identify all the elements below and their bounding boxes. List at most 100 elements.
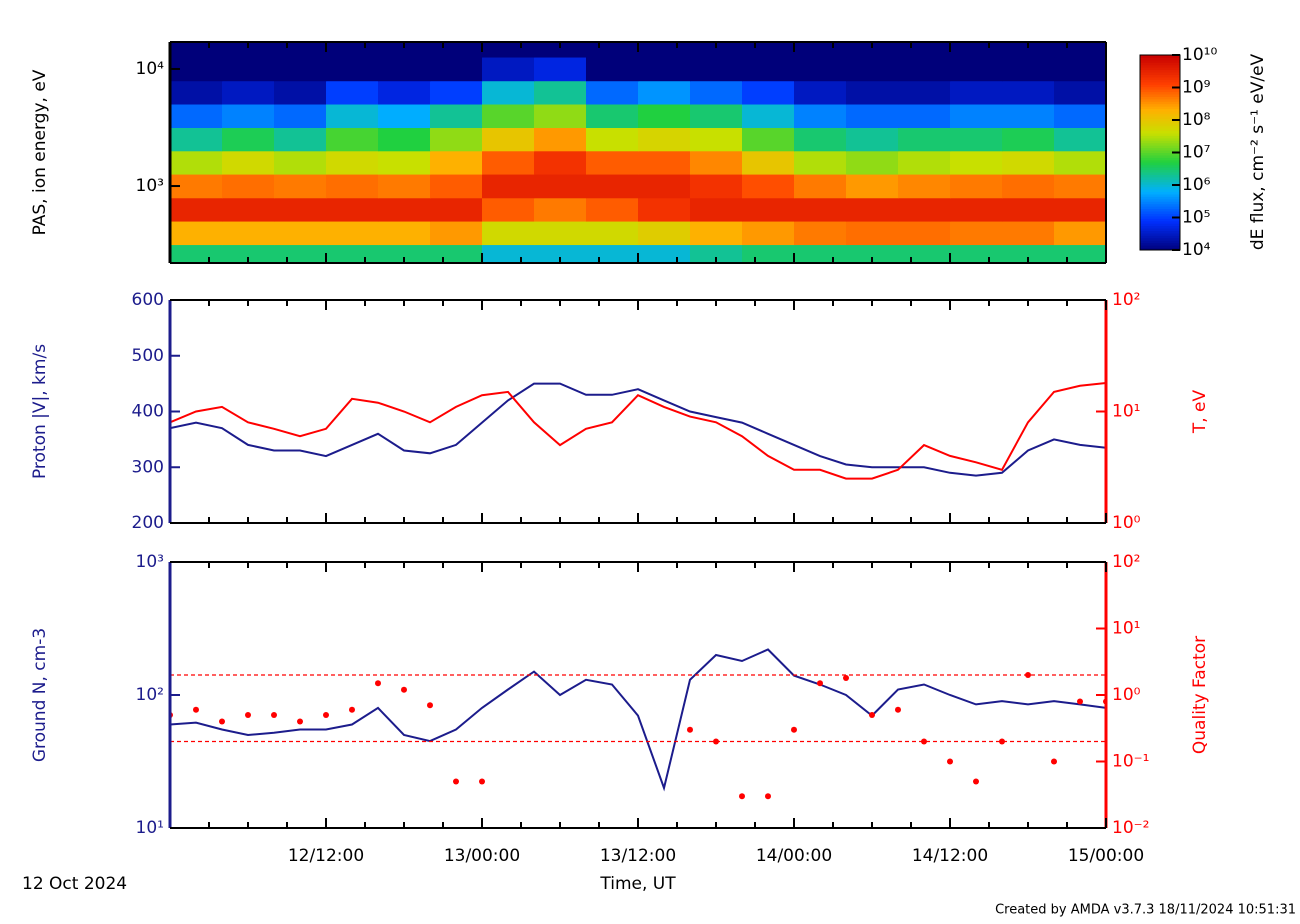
heatmap-cell [326, 197, 379, 222]
colorbar-segment [1140, 147, 1180, 151]
y-tick-label: 10⁰ [1112, 513, 1141, 533]
heatmap-cell [534, 127, 587, 152]
heatmap-cell [222, 80, 275, 105]
heatmap-cell [274, 174, 327, 199]
heatmap-cell [690, 80, 743, 105]
heatmap-cell [898, 221, 951, 246]
y-tick-label: 400 [132, 402, 164, 422]
heatmap-cell [326, 244, 379, 263]
colorbar-segment [1140, 164, 1180, 168]
heatmap-cell [430, 244, 483, 263]
heatmap-cell [378, 197, 431, 222]
colorbar-segment [1140, 150, 1180, 153]
heatmap-cell [638, 150, 691, 175]
colorbar-segment [1140, 232, 1180, 236]
heatmap-cell [586, 80, 639, 105]
heatmap-cell [326, 57, 379, 82]
colorbar-segment [1140, 142, 1180, 146]
heatmap-cell [898, 57, 951, 82]
heatmap-cell [534, 104, 587, 129]
y-tick-label: 10⁴ [136, 59, 165, 79]
colorbar-label: dE flux, cm⁻² s⁻¹ eV/eV [1248, 53, 1268, 250]
heatmap-cell [170, 127, 223, 152]
colorbar-segment [1140, 152, 1180, 156]
x-tick-label: 14/00:00 [756, 846, 832, 866]
colorbar-segment [1140, 154, 1180, 158]
heatmap-cell [430, 221, 483, 246]
heatmap-cell [690, 244, 743, 263]
heatmap-cell [690, 197, 743, 222]
heatmap-cell [482, 244, 535, 263]
colorbar-segment [1140, 123, 1180, 127]
colorbar-segment [1140, 247, 1180, 251]
colorbar-segment [1140, 113, 1180, 117]
y-tick-label: 10² [1112, 552, 1140, 572]
heatmap-cell [794, 197, 847, 222]
x-tick-label: 12/12:00 [288, 846, 364, 866]
heatmap-cell [898, 150, 951, 175]
heatmap-cell [794, 104, 847, 129]
colorbar-segment [1140, 230, 1180, 234]
heatmap-cell [846, 57, 899, 82]
colorbar-segment [1140, 174, 1180, 178]
heatmap-cell [742, 197, 795, 222]
heatmap-cell [482, 150, 535, 175]
data-point [323, 712, 329, 719]
data-point [843, 675, 849, 682]
heatmap-cell [482, 57, 535, 82]
heatmap-cell [742, 221, 795, 246]
y-tick-label: 10¹ [1112, 619, 1140, 639]
heatmap-cell [742, 42, 795, 58]
data-point [817, 680, 823, 687]
heatmap-cell [274, 150, 327, 175]
x-tick-label: 13/00:00 [444, 846, 520, 866]
data-point [219, 718, 225, 725]
heatmap-cell [1054, 244, 1106, 263]
colorbar-segment [1140, 128, 1180, 132]
colorbar-segment [1140, 159, 1180, 163]
heatmap-cell [222, 57, 275, 82]
heatmap-cell [274, 127, 327, 152]
colorbar-segment [1140, 115, 1180, 119]
heatmap-cell [274, 221, 327, 246]
colorbar-segment [1140, 191, 1180, 195]
colorbar-segment [1140, 57, 1180, 61]
colorbar-segment [1140, 98, 1180, 102]
colorbar-segment [1140, 245, 1180, 249]
data-point [765, 793, 771, 800]
colorbar-segment [1140, 167, 1180, 171]
data-point [973, 778, 979, 785]
heatmap-cell [1054, 42, 1106, 58]
colorbar-segment [1140, 186, 1180, 190]
heatmap-cell [638, 57, 691, 82]
heatmap-cell [690, 57, 743, 82]
colorbar-segment [1140, 103, 1180, 107]
y-axis-label: Quality Factor [1190, 636, 1210, 754]
colorbar-tick-label: 10⁷ [1182, 143, 1211, 163]
y-axis-label: PAS, ion energy, eV [30, 69, 50, 235]
heatmap-cell [586, 57, 639, 82]
colorbar-segment [1140, 237, 1180, 241]
heatmap-cell [1002, 150, 1055, 175]
colorbar-segment [1140, 133, 1180, 136]
heatmap-cell [742, 244, 795, 263]
heatmap-cell [950, 174, 1003, 199]
heatmap-cell [326, 221, 379, 246]
heatmap-cell [534, 221, 587, 246]
colorbar-segment [1140, 228, 1180, 231]
data-point [479, 778, 485, 785]
data-point [1077, 698, 1083, 705]
colorbar-segment [1140, 196, 1180, 200]
colorbar-segment [1140, 223, 1180, 227]
heatmap-cell [950, 42, 1003, 58]
data-point [687, 726, 693, 733]
heatmap-cell [378, 244, 431, 263]
colorbar-segment [1140, 76, 1180, 80]
colorbar-segment [1140, 176, 1180, 180]
heatmap-cell [222, 150, 275, 175]
heatmap-cell [378, 80, 431, 105]
heatmap-cell [1054, 57, 1106, 82]
data-point [895, 706, 901, 713]
colorbar-segment [1140, 106, 1180, 110]
